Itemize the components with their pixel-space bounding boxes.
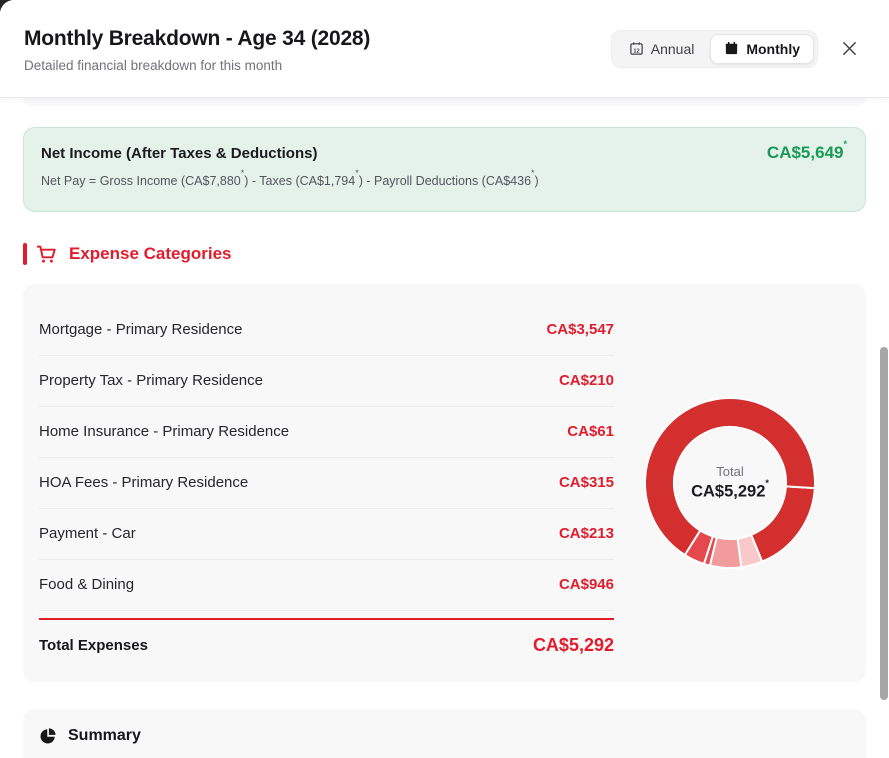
expense-value: CA$61 (567, 422, 614, 440)
pie-chart-icon (39, 727, 57, 745)
page-subtitle: Detailed financial breakdown for this mo… (24, 57, 283, 73)
calendar-month-icon (724, 41, 739, 56)
donut-chart-svg (644, 397, 816, 569)
scrolled-card-remnant (23, 98, 866, 106)
modal-header: Monthly Breakdown - Age 34 (2028) Detail… (0, 0, 889, 98)
monthly-toggle-label: Monthly (746, 40, 800, 57)
expense-categories-section-header: Expense Categories (23, 243, 866, 265)
net-income-label: Net Income (After Taxes & Deductions) (41, 145, 318, 162)
expense-value: CA$210 (558, 371, 614, 389)
section-accent-bar (23, 243, 27, 265)
expense-row: Payment - Car CA$213 (39, 509, 614, 560)
expense-label: Property Tax - Primary Residence (39, 371, 263, 389)
annual-toggle-button[interactable]: 12 Annual (615, 34, 709, 64)
expense-list: Mortgage - Primary Residence CA$3,547 Pr… (39, 305, 614, 662)
donut-segment (749, 485, 816, 563)
expense-row: Food & Dining CA$946 (39, 560, 614, 611)
expense-label: Mortgage - Primary Residence (39, 320, 243, 338)
net-income-value: CA$5,649* (766, 139, 847, 162)
annual-toggle-label: Annual (650, 40, 695, 57)
total-expenses-row: Total Expenses CA$5,292 (39, 617, 614, 662)
net-pay-formula: Net Pay = Gross Income (CA$7,880*) - Tax… (41, 168, 539, 189)
close-icon (840, 39, 859, 58)
expense-value: CA$3,547 (546, 320, 614, 338)
shopping-cart-icon (36, 244, 57, 265)
total-expenses-label: Total Expenses (39, 636, 148, 654)
svg-text:12: 12 (633, 48, 639, 54)
monthly-toggle-button[interactable]: Monthly (710, 33, 814, 64)
summary-title: Summary (68, 727, 141, 744)
expense-card: Mortgage - Primary Residence CA$3,547 Pr… (23, 284, 866, 682)
close-button[interactable] (836, 35, 863, 62)
expense-row: HOA Fees - Primary Residence CA$315 (39, 458, 614, 509)
total-expenses-value: CA$5,292 (532, 634, 614, 655)
expense-row: Home Insurance - Primary Residence CA$61 (39, 407, 614, 458)
expense-label: Food & Dining (39, 575, 135, 593)
expense-row: Mortgage - Primary Residence CA$3,547 (39, 305, 614, 356)
page-title: Monthly Breakdown - Age 34 (2028) (24, 26, 371, 50)
period-toggle-group: 12 Annual Monthly (610, 29, 818, 68)
expense-value: CA$213 (558, 524, 614, 542)
scrollbar-thumb[interactable] (880, 347, 888, 700)
calendar-year-icon: 12 (629, 41, 644, 56)
expense-categories-title: Expense Categories (69, 244, 232, 263)
donut-segment (644, 397, 816, 557)
summary-card: Summary (23, 709, 866, 758)
expense-row: Property Tax - Primary Residence CA$210 (39, 356, 614, 407)
expense-label: Payment - Car (39, 524, 136, 542)
expense-value: CA$946 (558, 575, 614, 593)
net-income-card: Net Income (After Taxes & Deductions) CA… (23, 127, 866, 212)
expense-label: Home Insurance - Primary Residence (39, 422, 290, 440)
expense-value: CA$315 (558, 473, 614, 491)
expense-donut-chart: Total CA$5,292* (635, 388, 825, 578)
expense-label: HOA Fees - Primary Residence (39, 473, 249, 491)
